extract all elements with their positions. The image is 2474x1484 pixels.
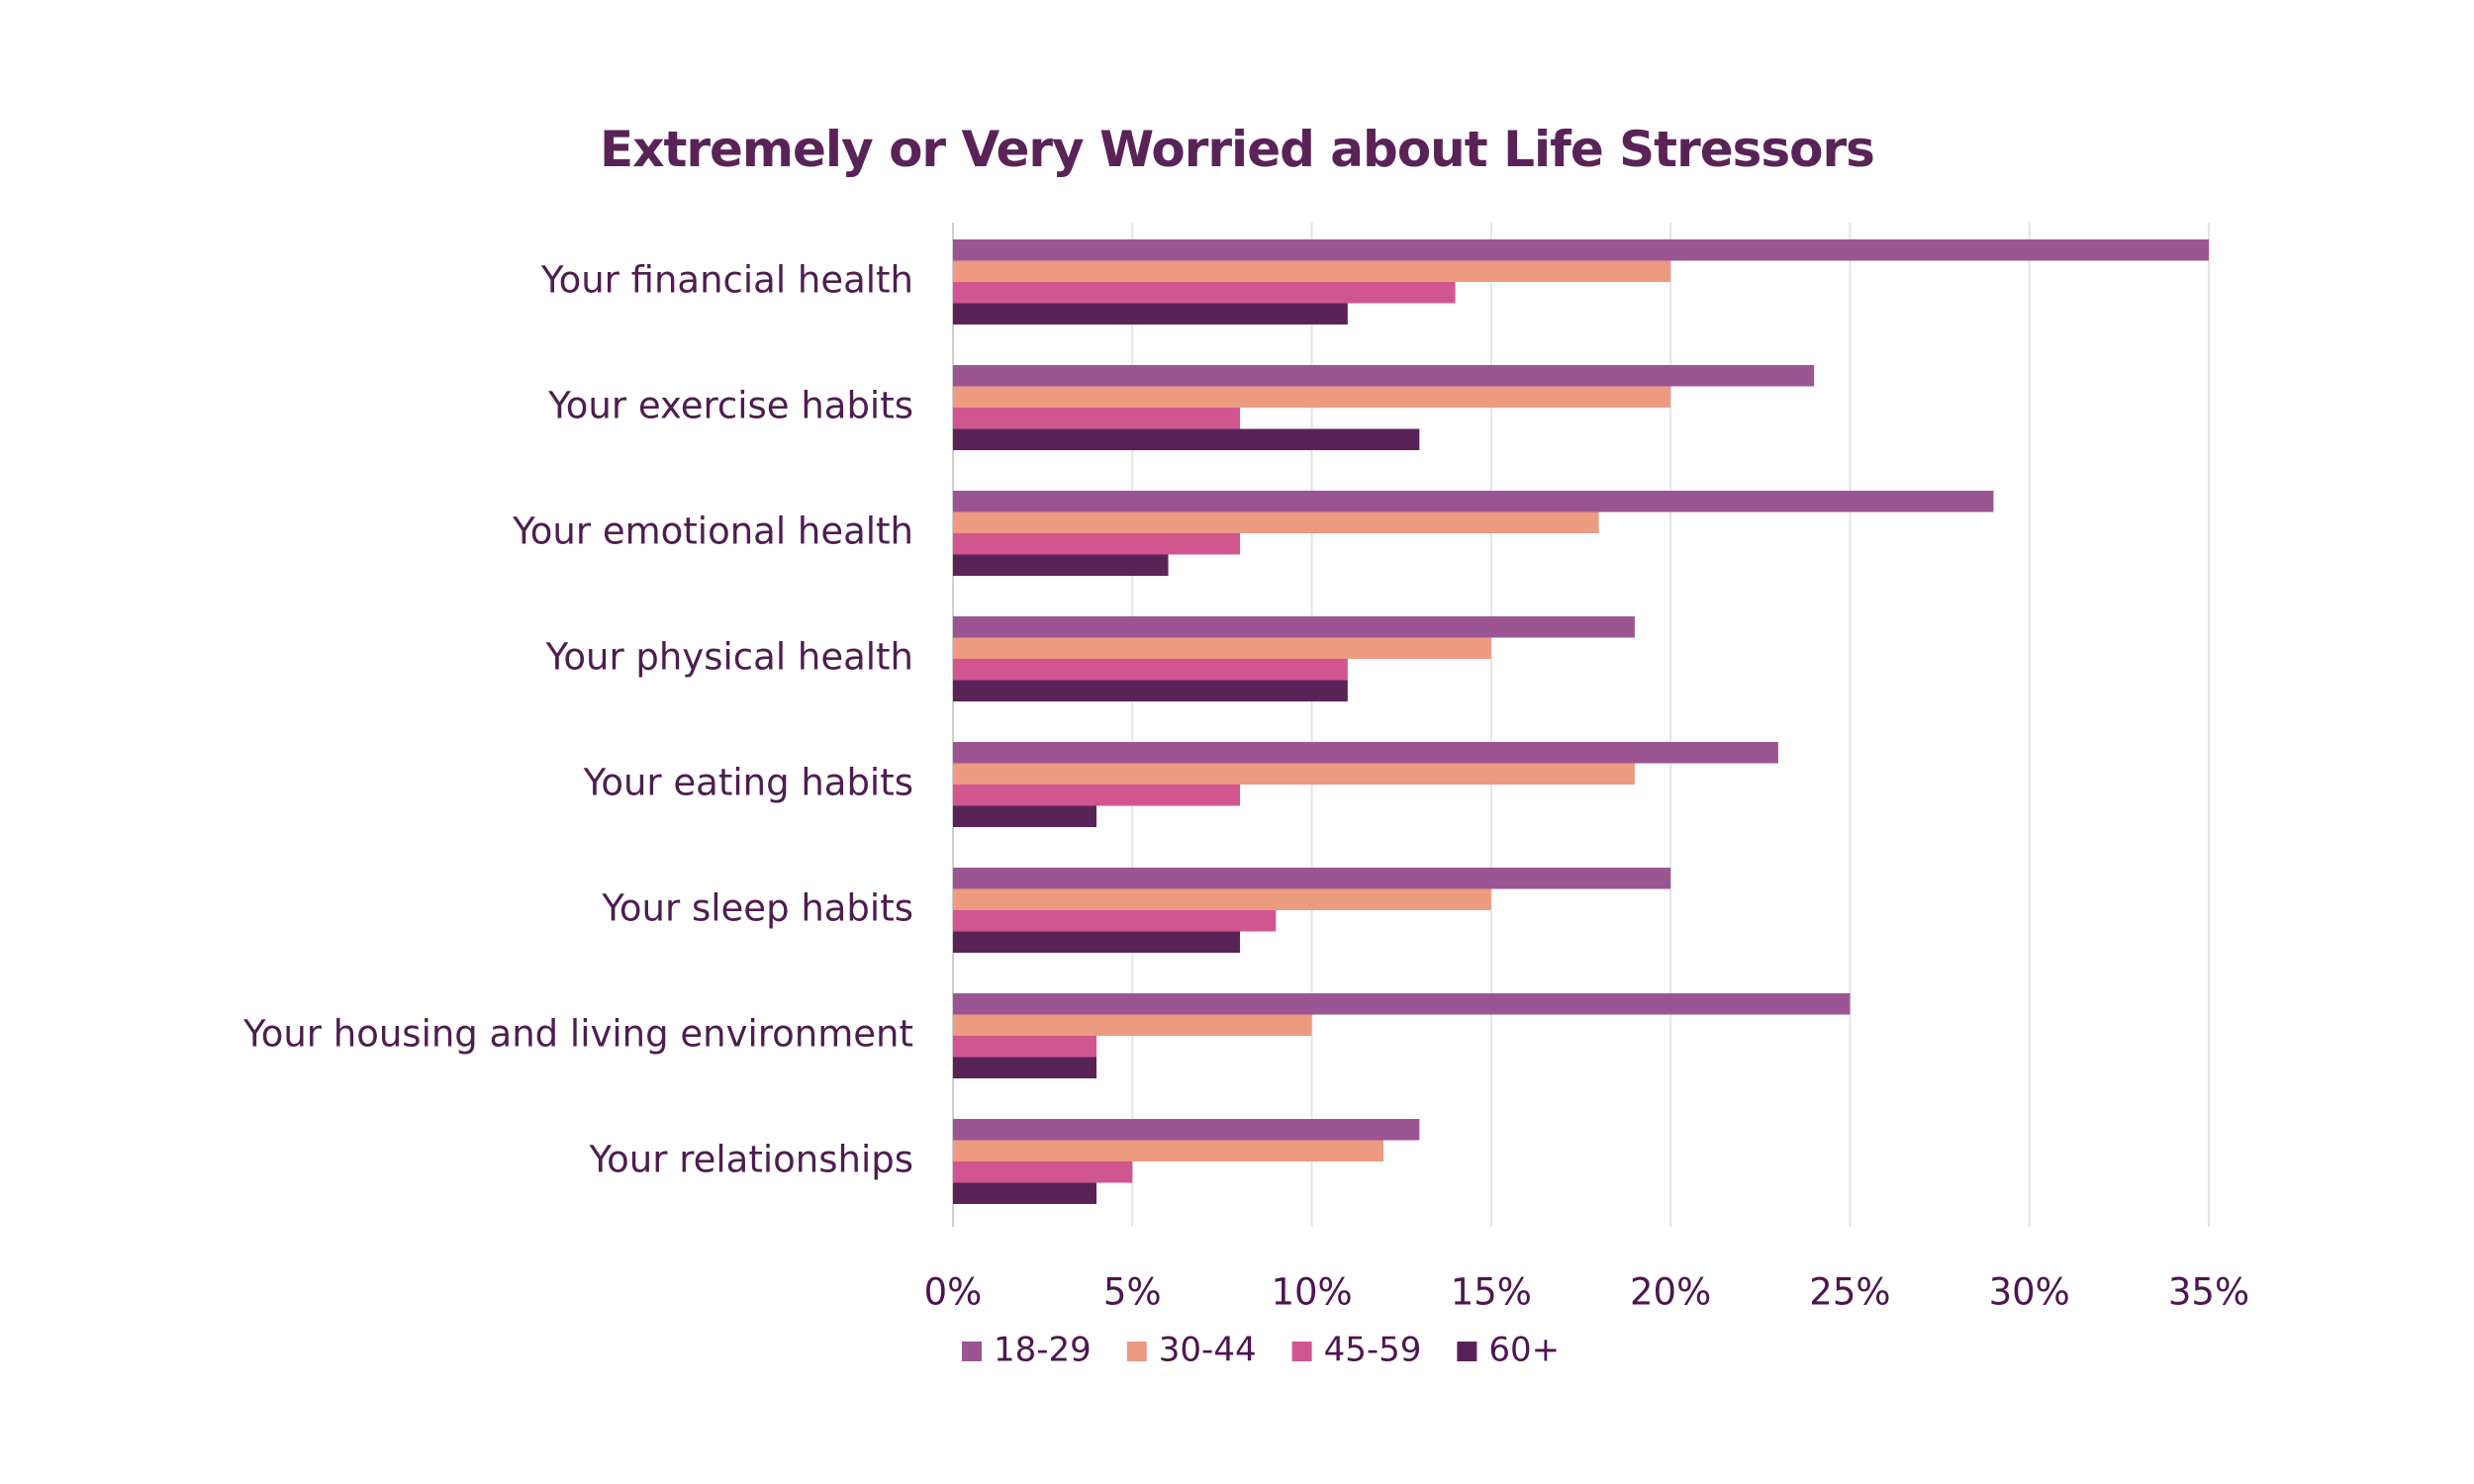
tick-label: 25%	[1809, 1271, 1890, 1314]
bar	[953, 533, 1241, 555]
bar	[953, 805, 1097, 827]
category-label: Your sleep habits	[601, 887, 913, 930]
legend-swatch	[1457, 1342, 1477, 1361]
bars	[953, 239, 2209, 1204]
bar	[953, 1014, 1312, 1036]
tick-label: 35%	[2168, 1271, 2249, 1314]
bar	[953, 1036, 1097, 1058]
legend-label: 45-59	[1324, 1331, 1422, 1370]
bar	[953, 1140, 1384, 1161]
bar	[953, 1057, 1097, 1078]
bar	[953, 239, 2209, 261]
bar	[953, 742, 1778, 764]
bar	[953, 554, 1169, 576]
bar	[953, 365, 1815, 387]
bar	[953, 910, 1277, 932]
bar	[953, 785, 1241, 806]
bar	[953, 491, 1994, 512]
x-axis-ticks: 0% 5% 10% 15% 20% 25% 30% 35%	[924, 1271, 2249, 1314]
tick-label: 10%	[1271, 1271, 1352, 1314]
category-label: Your housing and living environment	[242, 1013, 913, 1056]
tick-label: 5%	[1103, 1271, 1162, 1314]
bar	[953, 1182, 1097, 1204]
bar	[953, 428, 1420, 450]
category-label: Your exercise habits	[547, 385, 913, 427]
legend-label: 60+	[1488, 1331, 1560, 1370]
bar	[953, 1161, 1133, 1183]
legend-swatch	[1126, 1342, 1147, 1361]
category-label: Your physical health	[545, 636, 913, 679]
bar	[953, 763, 1635, 785]
tick-label: 0%	[924, 1271, 983, 1314]
bar	[953, 282, 1456, 304]
bar	[953, 993, 1851, 1015]
category-label: Your emotional health	[512, 510, 913, 553]
tick-label: 20%	[1630, 1271, 1711, 1314]
category-label: Your relationships	[588, 1139, 913, 1181]
category-label: Your financial health	[540, 259, 913, 302]
legend-swatch	[962, 1342, 982, 1361]
legend: 18-29 30-44 45-59 60+	[962, 1331, 1560, 1370]
category-label: Your eating habits	[583, 762, 913, 804]
legend-label: 18-29	[994, 1331, 1092, 1370]
tick-label: 15%	[1451, 1271, 1532, 1314]
legend-label: 30-44	[1159, 1331, 1257, 1370]
legend-swatch	[1291, 1342, 1312, 1361]
chart-title: Extremely or Very Worried about Life Str…	[600, 121, 1875, 178]
bar	[953, 386, 1671, 408]
bar	[953, 260, 1671, 282]
bar	[953, 511, 1599, 533]
bar	[953, 408, 1241, 429]
bar	[953, 303, 1348, 325]
bar	[953, 931, 1241, 953]
bar	[953, 659, 1348, 681]
bar	[953, 637, 1491, 659]
category-labels: Your financial health Your exercise habit…	[242, 259, 913, 1181]
bar	[953, 888, 1491, 910]
bar	[953, 868, 1671, 889]
bar	[953, 616, 1635, 638]
bar	[953, 1119, 1420, 1141]
tick-label: 30%	[1989, 1271, 2070, 1314]
bar	[953, 680, 1348, 701]
